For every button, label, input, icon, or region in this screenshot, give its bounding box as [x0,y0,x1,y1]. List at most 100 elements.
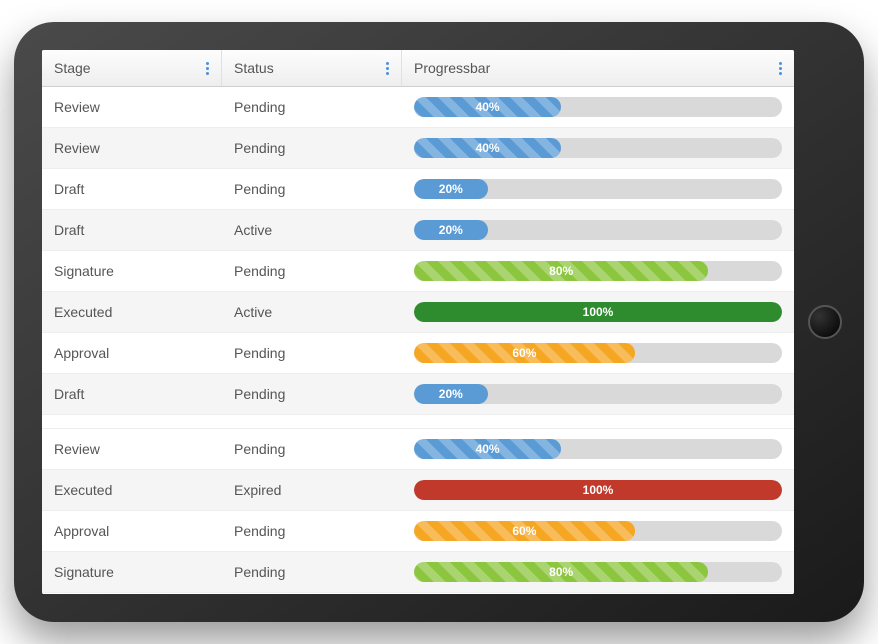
progress-label: 60% [512,524,536,538]
cell-stage: Draft [42,210,222,250]
progress-fill: 20% [414,220,488,240]
progress-bar: 60% [414,521,782,541]
table-row[interactable]: SignaturePending80% [42,552,794,593]
progress-fill: 80% [414,261,708,281]
app-screen: Stage Status Progressbar ReviewPending40… [42,50,794,594]
cell-progress: 80% [402,552,794,592]
column-header-status-label: Status [234,60,274,76]
column-menu-icon[interactable] [386,62,389,75]
progress-bar: 80% [414,562,782,582]
progress-bar: 20% [414,179,782,199]
progress-bar: 80% [414,261,782,281]
column-header-stage[interactable]: Stage [42,50,222,86]
table-row[interactable]: SignaturePending80% [42,251,794,292]
progress-label: 100% [583,305,614,319]
cell-progress: 20% [402,169,794,209]
cell-status: Pending [222,87,402,127]
table-row[interactable]: ApprovalPending 60% [42,511,794,552]
cell-stage: Executed [42,292,222,332]
cell-stage: Draft [42,374,222,414]
cell-status: Pending [222,511,402,551]
table-row-gap [42,415,794,429]
cell-status: Pending [222,374,402,414]
progress-fill: 40% [414,97,561,117]
cell-status: Pending [222,552,402,592]
column-header-progress-label: Progressbar [414,60,490,76]
table-row[interactable]: ExecutedExpired100% [42,470,794,511]
progress-bar: 100% [414,302,782,322]
column-menu-icon[interactable] [779,62,782,75]
cell-stage: Draft [42,169,222,209]
cell-stage: Signature [42,251,222,291]
progress-fill: 60% [414,343,635,363]
table-row[interactable]: DraftActive 20% [42,210,794,251]
cell-status: Pending [222,128,402,168]
progress-bar: 40% [414,138,782,158]
cell-progress: 80% [402,593,794,594]
progress-fill: 20% [414,179,488,199]
cell-progress: 80% [402,251,794,291]
cell-status: Pending [222,593,402,594]
progress-label: 20% [439,223,463,237]
cell-stage: Approval [42,333,222,373]
progress-bar: 40% [414,439,782,459]
progress-fill: 40% [414,138,561,158]
cell-progress: 100% [402,470,794,510]
progress-fill: 100% [414,480,782,500]
progress-bar: 20% [414,384,782,404]
progress-label: 40% [476,141,500,155]
progress-bar: 60% [414,343,782,363]
progress-fill: 80% [414,562,708,582]
column-header-status[interactable]: Status [222,50,402,86]
cell-progress: 20% [402,210,794,250]
progress-bar: 20% [414,220,782,240]
column-menu-icon[interactable] [206,62,209,75]
column-header-stage-label: Stage [54,60,91,76]
progress-label: 40% [476,100,500,114]
progress-bar: 100% [414,480,782,500]
cell-status: Pending [222,169,402,209]
progress-label: 80% [549,565,573,579]
table-header: Stage Status Progressbar [42,50,794,87]
table-row[interactable]: ReviewPending 40% [42,87,794,128]
progress-fill: 60% [414,521,635,541]
progress-label: 100% [583,483,614,497]
cell-stage: Review [42,87,222,127]
cell-progress: 40% [402,429,794,469]
cell-progress: 40% [402,87,794,127]
table-row[interactable]: DraftPending 20% [42,374,794,415]
table-row[interactable]: DraftPending 20% [42,169,794,210]
progress-label: 40% [476,442,500,456]
column-header-progress[interactable]: Progressbar [402,50,794,86]
cell-stage: Signature [42,552,222,592]
cell-stage: Approval [42,511,222,551]
table-body: ReviewPending40%ReviewPending40%DraftPen… [42,87,794,594]
progress-fill: 100% [414,302,782,322]
cell-status: Active [222,292,402,332]
progress-fill: 20% [414,384,488,404]
progress-label: 20% [439,387,463,401]
table-row[interactable]: ApprovalPending 60% [42,333,794,374]
progress-label: 80% [549,264,573,278]
cell-stage: Review [42,128,222,168]
table-row[interactable]: ReviewPending40% [42,429,794,470]
home-button[interactable] [808,305,842,339]
cell-progress: 60% [402,511,794,551]
table-row[interactable]: SignaturePending80% [42,593,794,594]
progress-label: 60% [512,346,536,360]
progress-label: 20% [439,182,463,196]
progress-fill: 40% [414,439,561,459]
cell-stage: Signature [42,593,222,594]
progress-bar: 40% [414,97,782,117]
cell-status: Pending [222,333,402,373]
cell-progress: 40% [402,128,794,168]
cell-status: Expired [222,470,402,510]
cell-progress: 100% [402,292,794,332]
table-row[interactable]: ReviewPending 40% [42,128,794,169]
cell-progress: 60% [402,333,794,373]
cell-status: Active [222,210,402,250]
table-row[interactable]: ExecutedActive 100% [42,292,794,333]
tablet-frame: Stage Status Progressbar ReviewPending40… [14,22,864,622]
cell-progress: 20% [402,374,794,414]
cell-stage: Review [42,429,222,469]
